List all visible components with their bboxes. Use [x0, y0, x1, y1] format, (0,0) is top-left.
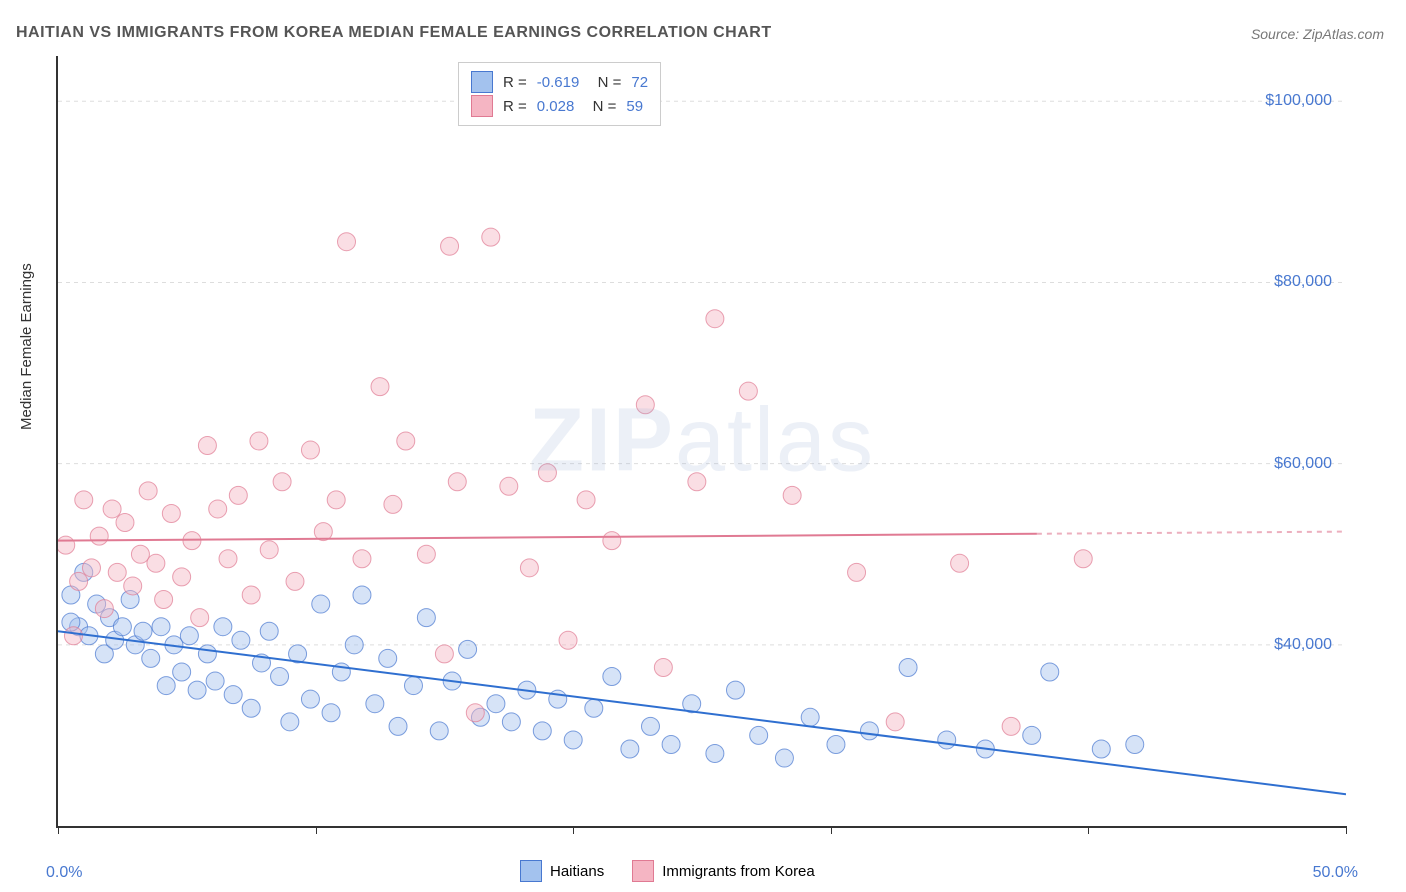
scatter-svg	[58, 56, 1346, 826]
series-legend: Haitians Immigrants from Korea	[520, 860, 815, 882]
x-tick	[1088, 826, 1089, 834]
legend-item-haitians: Haitians	[520, 860, 604, 882]
chart-container: HAITIAN VS IMMIGRANTS FROM KOREA MEDIAN …	[0, 0, 1406, 892]
swatch-haitians	[471, 71, 493, 93]
x-tick	[1346, 826, 1347, 834]
y-tick-label: $40,000	[1274, 636, 1332, 654]
n-value-haitians: 72	[631, 74, 648, 91]
legend-label-korea: Immigrants from Korea	[662, 863, 815, 880]
chart-title: HAITIAN VS IMMIGRANTS FROM KOREA MEDIAN …	[16, 24, 772, 42]
legend-label-haitians: Haitians	[550, 863, 604, 880]
y-axis-label: Median Female Earnings	[18, 263, 35, 430]
y-tick-label: $100,000	[1265, 92, 1332, 110]
plot-area: ZIPatlas $40,000$60,000$80,000$100,000	[56, 56, 1346, 828]
legend-row-haitians: R = -0.619 N = 72	[471, 71, 648, 93]
swatch-korea	[471, 95, 493, 117]
x-axis-min-label: 0.0%	[46, 864, 82, 882]
swatch-korea-bottom	[632, 860, 654, 882]
n-value-korea: 59	[626, 98, 643, 115]
x-tick	[831, 826, 832, 834]
r-value-haitians: -0.619	[537, 74, 580, 91]
swatch-haitians-bottom	[520, 860, 542, 882]
y-tick-label: $60,000	[1274, 455, 1332, 473]
legend-row-korea: R = 0.028 N = 59	[471, 95, 648, 117]
correlation-legend: R = -0.619 N = 72 R = 0.028 N = 59	[458, 62, 661, 126]
y-tick-label: $80,000	[1274, 273, 1332, 291]
r-value-korea: 0.028	[537, 98, 575, 115]
x-tick	[58, 826, 59, 834]
legend-item-korea: Immigrants from Korea	[632, 860, 815, 882]
x-tick	[573, 826, 574, 834]
x-tick	[316, 826, 317, 834]
source-attribution: Source: ZipAtlas.com	[1251, 26, 1384, 42]
x-axis-max-label: 50.0%	[1313, 864, 1358, 882]
